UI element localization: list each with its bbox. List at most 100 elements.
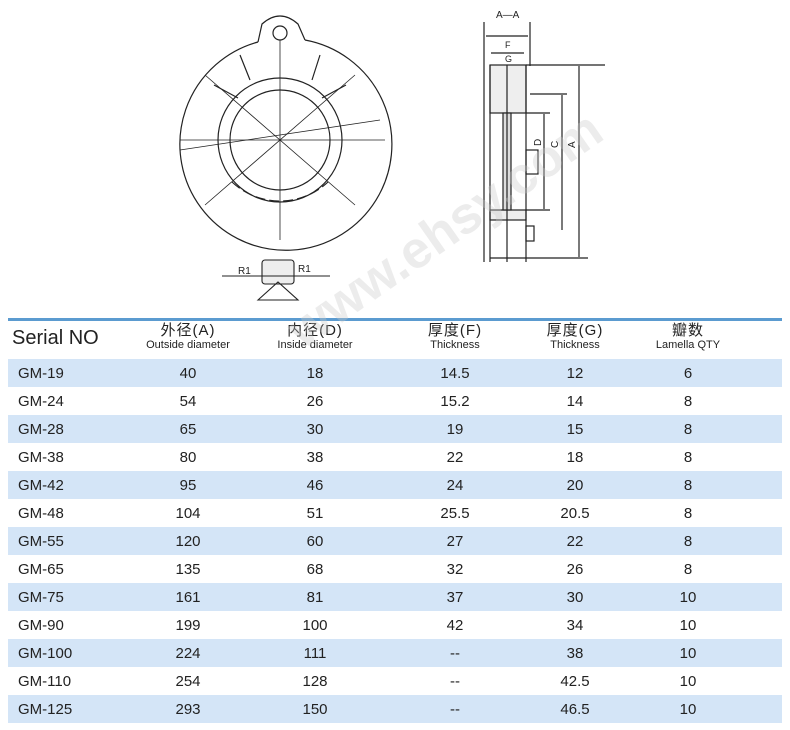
cell-outside-diameter: 254 [175,673,201,690]
cell-serial: GM-28 [18,421,64,438]
header-inside-diameter: 内径(D) Inside diameter [277,322,353,352]
cell-thickness-f: 42 [446,617,464,634]
cell-outside-diameter: 104 [175,505,201,522]
table-header: Serial NO 外径(A) Outside diameter 内径(D) Ins… [8,321,782,359]
cell-outside-diameter: 65 [179,421,197,438]
cell-inside-diameter: 38 [306,449,324,466]
dim-f-label: F [505,40,511,50]
table-row: GM-42 95 46 24 20 8 [8,471,782,499]
cell-thickness-g: 34 [566,617,584,634]
cell-lamella-qty: 8 [683,505,693,522]
cell-thickness-f: 22 [446,449,464,466]
cell-lamella-qty: 10 [679,673,697,690]
cell-serial: GM-38 [18,449,64,466]
radius-right-label: R1 [298,264,311,275]
table-row: GM-28 65 30 19 15 8 [8,415,782,443]
spec-table: Serial NO 外径(A) Outside diameter 内径(D) Ins… [8,318,782,723]
cell-serial: GM-48 [18,505,64,522]
cell-lamella-qty: 6 [683,365,693,382]
cell-lamella-qty: 8 [683,393,693,410]
section-view [483,22,605,262]
cell-outside-diameter: 135 [175,561,201,578]
table-row: GM-110 254 128 -- 42.5 10 [8,667,782,695]
table-row: GM-125 293 150 -- 46.5 10 [8,695,782,723]
cell-thickness-g: 30 [566,589,584,606]
header-lamella-qty: 瓣数 Lamella QTY [655,322,721,352]
header-outside-diameter: 外径(A) Outside diameter [146,322,230,352]
table-row: GM-19 40 18 14.5 12 6 [8,359,782,387]
cell-thickness-f: -- [450,645,460,662]
table-row: GM-55 120 60 27 22 8 [8,527,782,555]
cell-thickness-f: 15.2 [440,393,470,410]
cell-inside-diameter: 60 [306,533,324,550]
cell-outside-diameter: 120 [175,533,201,550]
cell-thickness-f: 24 [446,477,464,494]
cell-inside-diameter: 100 [302,617,328,634]
cell-thickness-g: 46.5 [560,701,590,718]
table-row: GM-24 54 26 15.2 14 8 [8,387,782,415]
cell-thickness-f: -- [450,701,460,718]
cell-thickness-g: 15 [566,421,584,438]
cell-lamella-qty: 10 [679,617,697,634]
cell-inside-diameter: 68 [306,561,324,578]
cell-lamella-qty: 10 [679,645,697,662]
dim-g-label: G [505,54,512,64]
table-row: GM-38 80 38 22 18 8 [8,443,782,471]
cell-serial: GM-55 [18,533,64,550]
cell-thickness-g: 18 [566,449,584,466]
cell-serial: GM-110 [18,673,72,690]
cell-lamella-qty: 10 [679,701,697,718]
table-row: GM-75 161 81 37 30 10 [8,583,782,611]
cell-inside-diameter: 111 [303,645,327,662]
cell-thickness-f: 32 [446,561,464,578]
cell-thickness-f: -- [450,673,460,690]
cell-thickness-g: 38 [566,645,584,662]
cell-inside-diameter: 46 [306,477,324,494]
cell-thickness-g: 14 [566,393,584,410]
cell-serial: GM-19 [18,365,64,382]
header-serial: Serial NO [12,327,99,349]
cell-serial: GM-100 [18,645,73,662]
table-row: GM-48 104 51 25.5 20.5 8 [8,499,782,527]
dim-c-label: C [550,141,561,148]
cell-lamella-qty: 8 [683,561,693,578]
cell-thickness-g: 20 [566,477,584,494]
cell-outside-diameter: 54 [179,393,197,410]
cell-thickness-f: 37 [446,589,464,606]
cell-serial: GM-65 [18,561,64,578]
cell-thickness-g: 20.5 [560,505,590,522]
cell-thickness-f: 19 [446,421,464,438]
cell-serial: GM-125 [18,701,73,718]
cell-serial: GM-42 [18,477,64,494]
cell-lamella-qty: 10 [679,589,697,606]
cell-outside-diameter: 293 [175,701,201,718]
dim-a-label: A [567,141,578,148]
technical-drawing: A—A F G D C A R1 R1 [179,10,605,301]
cell-outside-diameter: 161 [175,589,201,606]
cell-thickness-g: 22 [566,533,584,550]
cell-lamella-qty: 8 [683,449,693,466]
cell-lamella-qty: 8 [683,477,693,494]
cell-outside-diameter: 95 [179,477,197,494]
table-row: GM-100 224 111 -- 38 10 [8,639,782,667]
table-row: GM-65 135 68 32 26 8 [8,555,782,583]
cell-serial: GM-75 [18,589,64,606]
dim-d-label: D [533,139,544,146]
cell-lamella-qty: 8 [683,421,693,438]
cell-thickness-g: 26 [566,561,584,578]
header-thickness-f: 厚度(F) Thickness [427,322,483,352]
radius-left-label: R1 [238,266,251,277]
cell-inside-diameter: 150 [302,701,328,718]
cell-serial: GM-90 [18,617,64,634]
cell-lamella-qty: 8 [683,533,693,550]
cell-outside-diameter: 80 [179,449,197,466]
lamella-profile [222,259,330,301]
cell-outside-diameter: 40 [179,365,197,382]
header-thickness-g: 厚度(G) Thickness [546,322,604,352]
cell-thickness-f: 14.5 [440,365,470,382]
cell-outside-diameter: 199 [175,617,201,634]
cell-thickness-g: 12 [566,365,584,382]
cell-inside-diameter: 128 [302,673,328,690]
cell-thickness-f: 25.5 [440,505,470,522]
